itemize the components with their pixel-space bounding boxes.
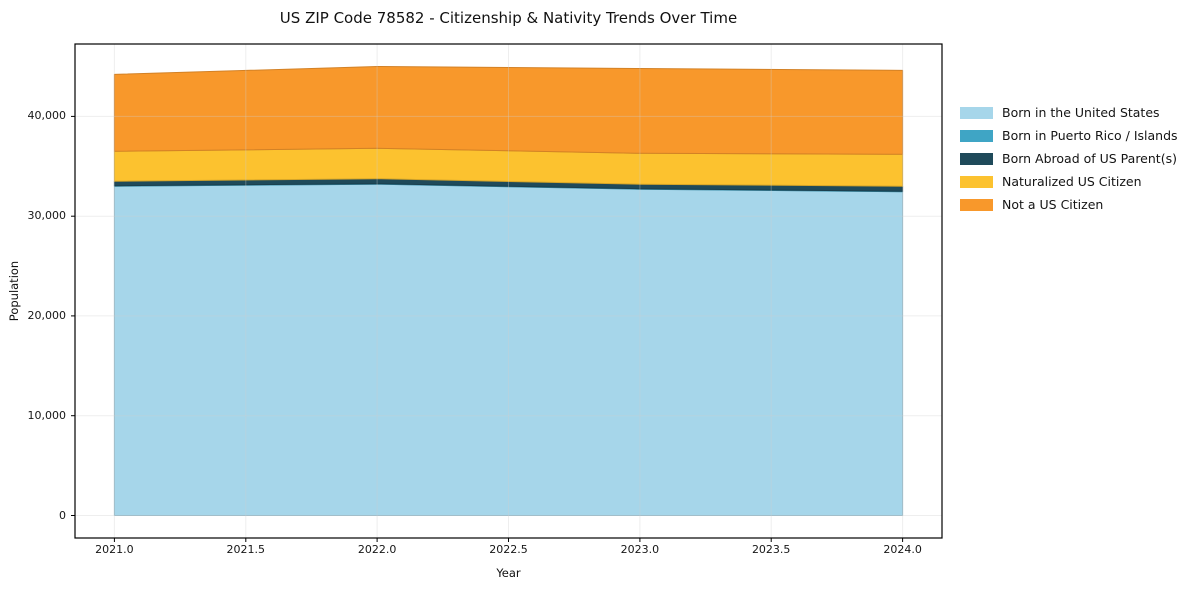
y-tick-label: 20,000 [27,308,67,322]
legend-label: Born in the United States [1002,105,1160,120]
x-tick-label: 2023.0 [620,543,660,556]
legend-swatch [960,129,993,142]
x-axis-label: Year [496,566,521,580]
y-tick-label: 30,000 [27,209,67,223]
x-tick-label: 2024.0 [883,543,922,556]
legend-item-naturalized-us-citizen: Naturalized US Citizen [960,170,1178,193]
grid [75,44,942,538]
legend-swatch [960,106,993,119]
legend-swatch [960,198,993,211]
legend-label: Naturalized US Citizen [1002,174,1142,189]
x-tick-label: 2022.5 [489,543,528,556]
chart-title: US ZIP Code 78582 - Citizenship & Nativi… [279,9,738,27]
legend-swatch [960,152,993,165]
legend-label: Born in Puerto Rico / Islands [1002,128,1178,143]
stacked-areas [113,66,904,516]
y-tick-label: 0 [59,508,66,522]
x-tick-label: 2023.5 [751,543,791,556]
x-tick-label: 2021.5 [226,543,266,556]
y-tick-label: 40,000 [27,109,67,123]
axis-ticks [71,115,904,542]
area-not-a-us-citizen [113,66,904,155]
x-tick-label: 2022.0 [357,543,397,556]
legend-item-born-in-puerto-rico-islands: Born in Puerto Rico / Islands [960,124,1178,147]
legend-item-born-abroad-of-us-parent-s: Born Abroad of US Parent(s) [960,147,1178,170]
legend: Born in the United States Born in Puerto … [960,101,1178,216]
legend-item-born-in-the-united-states: Born in the United States [960,101,1178,124]
y-axis-label: Population [7,260,21,322]
legend-label: Not a US Citizen [1002,197,1104,212]
legend-swatch [960,175,993,188]
legend-item-not-a-us-citizen: Not a US Citizen [960,193,1178,216]
x-tick-label: 2021.0 [95,543,134,556]
y-tick-label: 10,000 [27,408,67,422]
legend-label: Born Abroad of US Parent(s) [1002,151,1177,166]
